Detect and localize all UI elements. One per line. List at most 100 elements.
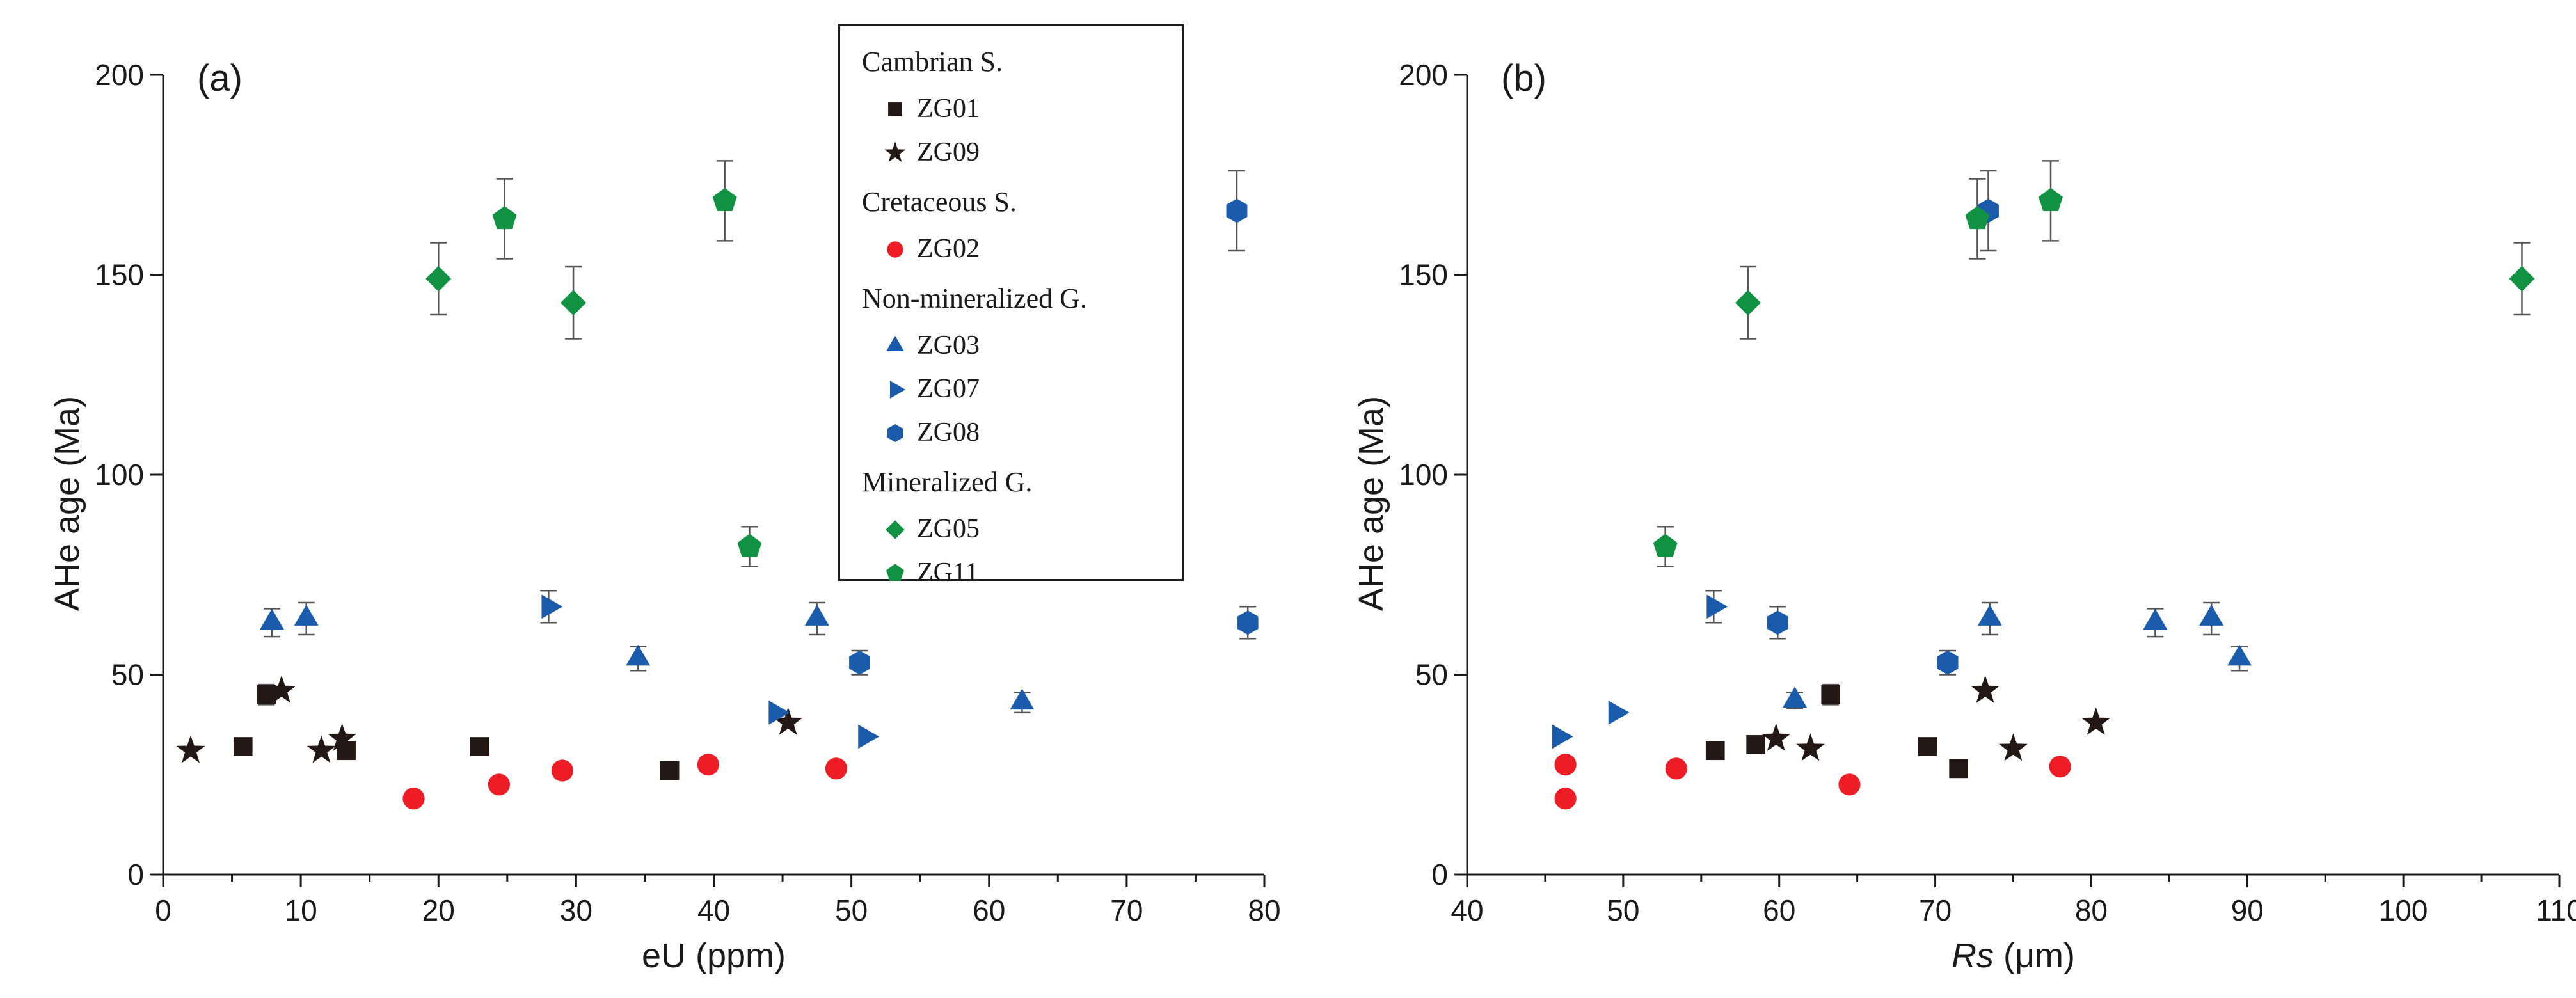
x-tick-label: 70 xyxy=(1919,894,1952,927)
panel-label: (a) xyxy=(197,58,242,99)
series-ZG05 xyxy=(1735,242,2535,340)
data-point xyxy=(1998,733,2028,761)
marker-shape xyxy=(1226,198,1248,223)
data-point xyxy=(1010,688,1035,710)
marker-shape xyxy=(492,206,517,230)
data-point xyxy=(1608,700,1630,725)
marker-shape xyxy=(488,773,511,796)
marker-shape xyxy=(886,564,904,581)
data-point xyxy=(402,788,425,810)
x-tick-label: 50 xyxy=(835,894,868,927)
x-tick-label: 60 xyxy=(1763,894,1795,927)
data-point xyxy=(328,723,357,751)
legend-symbol-triangle-right xyxy=(889,381,906,399)
data-point xyxy=(551,759,573,782)
legend-marker xyxy=(886,520,905,539)
series-ZG01 xyxy=(1705,683,1968,779)
data-point xyxy=(1761,723,1791,751)
series-ZG07 xyxy=(1552,590,1728,749)
legend-symbol-triangle-up xyxy=(886,335,904,352)
marker-shape xyxy=(2227,644,2252,666)
data-point xyxy=(1746,735,1765,754)
legend-marker xyxy=(889,381,906,399)
marker-shape xyxy=(886,520,905,539)
series-ZG02 xyxy=(402,754,848,810)
data-point xyxy=(849,650,870,675)
legend-entry-label: ZG11 xyxy=(917,558,979,587)
marker-shape xyxy=(470,737,489,756)
series-ZG01 xyxy=(233,683,680,780)
marker-shape xyxy=(1949,759,1968,779)
legend-symbol-pentagon xyxy=(886,564,904,581)
legend-group-label: Non-mineralized G. xyxy=(862,283,1087,314)
marker-shape xyxy=(1705,741,1725,761)
marker-shape xyxy=(1965,206,1990,230)
x-axis-label: Rs (μm) xyxy=(1952,937,2075,975)
marker-shape xyxy=(884,141,906,162)
legend: Cambrian S. ZG01 ZG09 Cretaceous S. ZG02 Non-… xyxy=(838,24,1184,587)
y-tick-label: 200 xyxy=(1399,58,1448,91)
marker-shape xyxy=(551,759,573,782)
x-tick-label: 60 xyxy=(973,894,1005,927)
data-point xyxy=(1665,757,1687,780)
x-tick-label: 80 xyxy=(1248,894,1280,927)
series-ZG09 xyxy=(176,675,803,763)
legend-entry-label: ZG08 xyxy=(917,418,980,447)
y-tick-label: 150 xyxy=(95,258,144,292)
data-point xyxy=(1226,198,1248,223)
data-point xyxy=(488,773,511,796)
marker-shape xyxy=(1552,724,1573,749)
data-point xyxy=(1965,206,1990,230)
marker-shape xyxy=(1978,605,2002,626)
marker-shape xyxy=(561,290,587,316)
y-tick-label: 50 xyxy=(111,658,144,692)
data-point xyxy=(2227,644,2252,666)
legend-group-label: Cretaceous S. xyxy=(862,186,1017,218)
data-point xyxy=(1838,773,1861,796)
x-tick-label: 80 xyxy=(2075,894,2108,927)
data-point xyxy=(1918,737,1937,756)
data-point xyxy=(470,737,489,756)
y-tick-label: 100 xyxy=(95,458,144,491)
marker-shape xyxy=(1735,290,1761,316)
y-tick-label: 100 xyxy=(1399,458,1448,491)
marker-shape xyxy=(1998,733,2028,761)
data-point xyxy=(561,290,587,316)
legend-entry-label: ZG05 xyxy=(917,514,980,544)
marker-shape xyxy=(1971,675,2000,703)
marker-shape xyxy=(2199,605,2224,626)
data-point xyxy=(1554,788,1577,810)
marker-shape xyxy=(267,675,296,703)
marker-shape xyxy=(889,381,906,399)
y-tick-label: 200 xyxy=(95,58,144,91)
marker-shape xyxy=(306,735,336,763)
marker-shape xyxy=(888,102,902,116)
series-ZG08 xyxy=(849,170,1259,676)
data-point xyxy=(1735,290,1761,316)
x-tick-label: 90 xyxy=(2231,894,2264,927)
x-axis-label: eU (ppm) xyxy=(642,937,786,975)
marker-shape xyxy=(1746,735,1765,754)
marker-shape xyxy=(425,265,452,292)
x-tick-label: 20 xyxy=(422,894,455,927)
legend-entry-label: ZG03 xyxy=(917,331,980,360)
legend-entry-label: ZG02 xyxy=(917,234,980,264)
series-ZG03 xyxy=(1783,601,2252,709)
marker-shape xyxy=(2039,187,2063,212)
marker-shape xyxy=(1783,686,1808,708)
marker-shape xyxy=(804,605,829,626)
data-point xyxy=(541,594,563,619)
data-point xyxy=(1978,605,2002,626)
data-point xyxy=(1767,610,1788,635)
x-axis-label-italic: Rs xyxy=(1952,937,1994,975)
data-point xyxy=(1237,610,1259,635)
marker-shape xyxy=(1761,723,1791,751)
x-tick-label: 30 xyxy=(560,894,592,927)
legend-entry-label: ZG09 xyxy=(917,138,980,167)
marker-shape xyxy=(697,754,719,776)
marker-shape xyxy=(737,534,762,557)
marker-shape xyxy=(260,608,284,630)
x-tick-label: 40 xyxy=(1451,894,1483,927)
data-point xyxy=(737,534,762,557)
